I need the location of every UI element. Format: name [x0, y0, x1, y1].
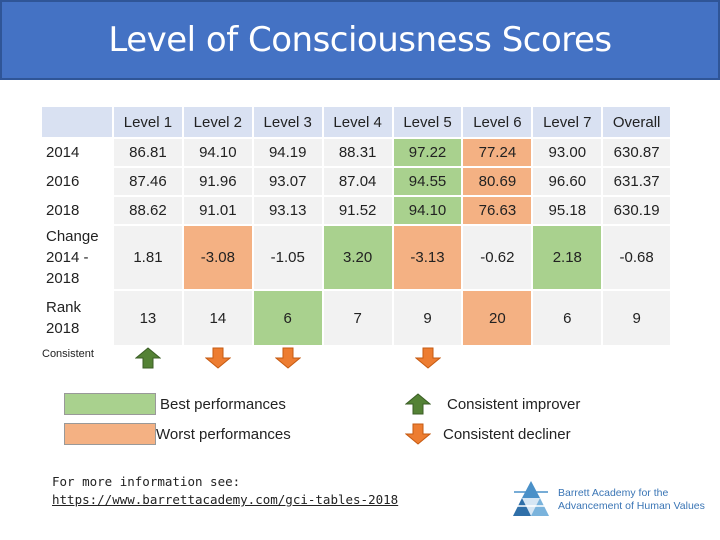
table-cell: 94.19 — [253, 139, 322, 166]
arrow-down-icon — [204, 347, 231, 369]
table-cell: 2.18 — [533, 226, 602, 289]
table-row: Rank 2018 13 14 6 7 9 20 6 9 — [42, 291, 670, 345]
table-cell: 14 — [183, 291, 252, 345]
row-header: 2018 — [46, 202, 80, 219]
row-header: Rank 2018 — [46, 299, 82, 337]
info-block: For more information see: https://www.ba… — [52, 474, 398, 507]
table-cell: 76.63 — [463, 197, 532, 224]
table-row: Change 2014 - 2018 1.81 -3.08 -1.05 3.20 -3.1… — [42, 226, 670, 289]
table-cell: 93.07 — [253, 168, 322, 195]
arrow-down-icon — [405, 423, 431, 445]
column-header: Overall — [603, 107, 670, 137]
table-cell: 630.19 — [603, 197, 670, 224]
page-title: Level of Consciousness Scores — [108, 20, 612, 60]
table-row: 2016 87.46 91.96 93.07 87.04 94.55 80.69 96.60 6… — [42, 168, 670, 195]
table-cell: -3.13 — [393, 226, 462, 289]
table-cell: 93.00 — [533, 139, 602, 166]
table-cell: 88.62 — [114, 197, 182, 224]
header-row: Level 1 Level 2 Level 3 Level 4 Level 5 Level… — [42, 107, 670, 137]
scores-table: Level 1 Level 2 Level 3 Level 4 Level 5 Level… — [40, 105, 672, 347]
table-cell: 630.87 — [603, 139, 670, 166]
table-cell: 20 — [463, 291, 532, 345]
table-cell: 97.22 — [393, 139, 462, 166]
logo-text: Barrett Academy for the Advancement of H… — [558, 487, 705, 513]
table-cell: 91.96 — [183, 168, 252, 195]
column-header: Level 7 — [533, 107, 602, 137]
table-row: 2018 88.62 91.01 93.13 91.52 94.10 76.63 95.18 6… — [42, 197, 670, 224]
column-header: Level 4 — [323, 107, 392, 137]
table-cell: -0.62 — [463, 226, 532, 289]
table-cell: 91.52 — [323, 197, 392, 224]
table-cell: 1.81 — [114, 226, 182, 289]
logo-line-2: Advancement of Human Values — [558, 500, 705, 512]
table-cell: 9 — [393, 291, 462, 345]
row-header: Change 2014 - 2018 — [46, 228, 99, 287]
legend-worst: Worst performances — [156, 426, 291, 443]
table-cell: 96.60 — [533, 168, 602, 195]
table-cell: 91.01 — [183, 197, 252, 224]
barrett-logo-icon — [513, 481, 549, 516]
arrow-down-icon — [414, 347, 441, 369]
column-header: Level 5 — [393, 107, 462, 137]
legend-decliner: Consistent decliner — [443, 426, 571, 443]
table-cell: -0.68 — [603, 226, 670, 289]
table-cell: 87.04 — [323, 168, 392, 195]
worst-swatch — [64, 423, 156, 445]
table-cell: 13 — [114, 291, 182, 345]
table-cell: 9 — [603, 291, 670, 345]
column-header: Level 3 — [253, 107, 322, 137]
info-text: For more information see: — [52, 474, 241, 489]
table-cell: 94.10 — [393, 197, 462, 224]
table-cell: 95.18 — [533, 197, 602, 224]
column-header: Level 2 — [183, 107, 252, 137]
table-cell: 7 — [323, 291, 392, 345]
column-header: Level 6 — [463, 107, 532, 137]
arrow-up-icon — [134, 347, 161, 369]
table-cell: 6 — [533, 291, 602, 345]
table-cell: 88.31 — [323, 139, 392, 166]
table-cell: 631.37 — [603, 168, 670, 195]
table-cell: 80.69 — [463, 168, 532, 195]
table-cell: 94.10 — [183, 139, 252, 166]
table-cell: 77.24 — [463, 139, 532, 166]
table-cell: 93.13 — [253, 197, 322, 224]
column-header: Level 1 — [114, 107, 182, 137]
logo-line-1: Barrett Academy for the — [558, 487, 669, 499]
table-cell: 87.46 — [114, 168, 182, 195]
table-cell: 3.20 — [323, 226, 392, 289]
table-cell: -3.08 — [183, 226, 252, 289]
table-cell: 86.81 — [114, 139, 182, 166]
table-cell: 6 — [253, 291, 322, 345]
title-banner: Level of Consciousness Scores — [0, 0, 720, 80]
table-cell: -1.05 — [253, 226, 322, 289]
row-header: 2016 — [46, 173, 80, 190]
legend-improver: Consistent improver — [447, 396, 581, 413]
arrow-down-icon — [274, 347, 301, 369]
row-header: 2014 — [46, 144, 80, 161]
legend-best: Best performances — [160, 396, 286, 413]
arrow-up-icon — [405, 393, 431, 415]
info-link[interactable]: https://www.barrettacademy.com/gci-table… — [52, 492, 399, 507]
table-row: 2014 86.81 94.10 94.19 88.31 97.22 77.24 93.00 6… — [42, 139, 670, 166]
table-cell: 94.55 — [393, 168, 462, 195]
header-corner — [42, 107, 112, 137]
consistent-label: Consistent — [42, 348, 94, 360]
best-swatch — [64, 393, 156, 415]
